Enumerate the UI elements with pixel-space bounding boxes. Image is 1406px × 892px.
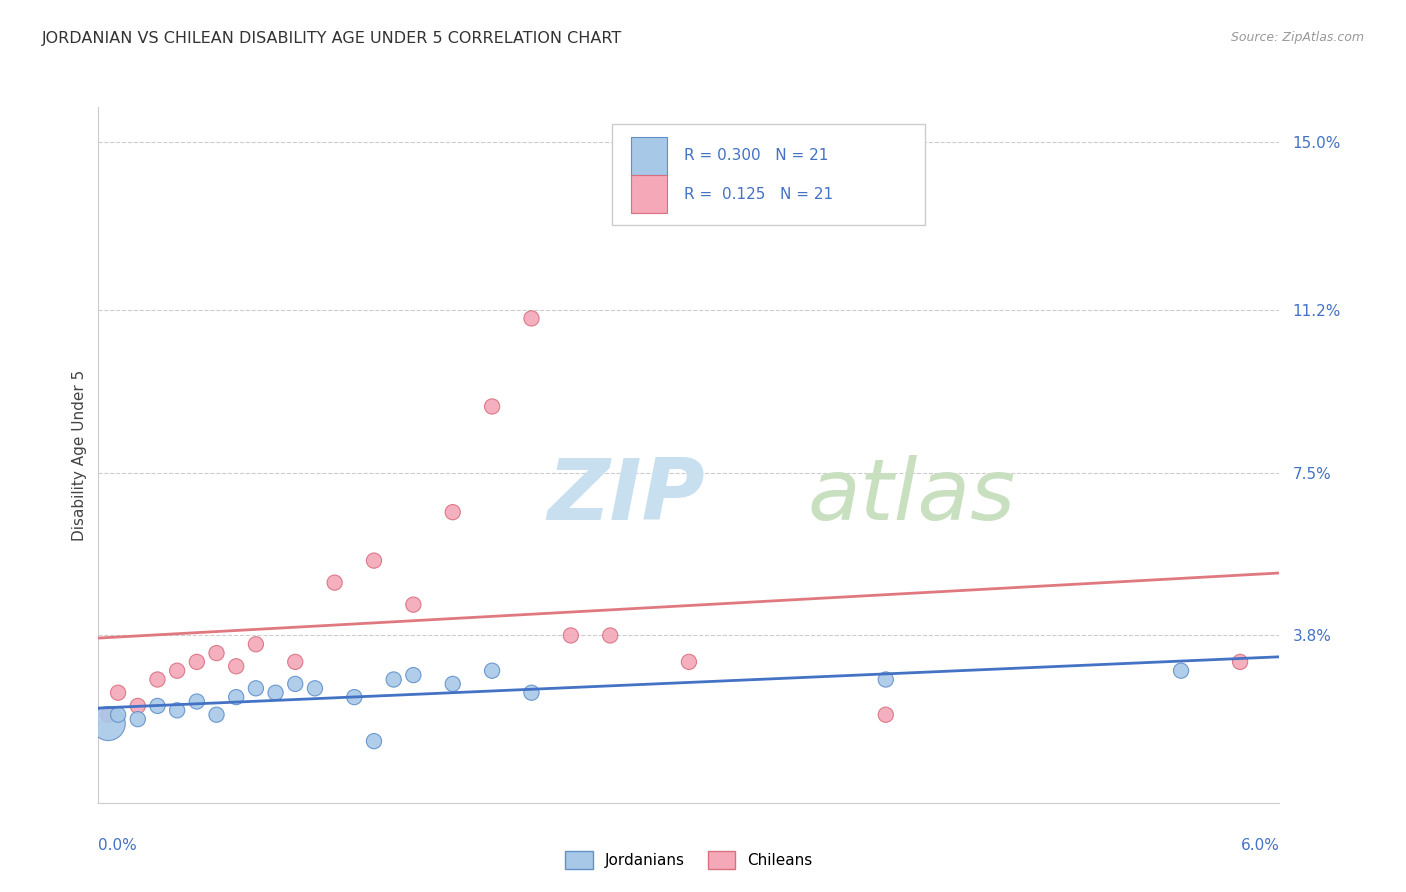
- Point: [560, 628, 582, 642]
- Text: 0.0%: 0.0%: [98, 838, 138, 853]
- Point: [146, 673, 169, 687]
- Point: [678, 655, 700, 669]
- Point: [284, 655, 307, 669]
- Point: [323, 575, 346, 590]
- Point: [225, 690, 247, 705]
- Point: [402, 598, 425, 612]
- Point: [481, 664, 503, 678]
- Point: [363, 734, 385, 748]
- Point: [225, 659, 247, 673]
- Point: [875, 673, 897, 687]
- FancyBboxPatch shape: [612, 124, 925, 226]
- Point: [127, 698, 149, 713]
- Point: [205, 646, 228, 660]
- Point: [205, 707, 228, 722]
- Text: JORDANIAN VS CHILEAN DISABILITY AGE UNDER 5 CORRELATION CHART: JORDANIAN VS CHILEAN DISABILITY AGE UNDE…: [42, 31, 623, 46]
- Text: R =  0.125   N = 21: R = 0.125 N = 21: [685, 186, 834, 202]
- Y-axis label: Disability Age Under 5: Disability Age Under 5: [72, 369, 87, 541]
- Point: [402, 668, 425, 682]
- Point: [166, 664, 188, 678]
- FancyBboxPatch shape: [631, 175, 666, 213]
- Legend: Jordanians, Chileans: Jordanians, Chileans: [560, 846, 818, 875]
- FancyBboxPatch shape: [631, 136, 666, 175]
- Point: [186, 655, 208, 669]
- Text: atlas: atlas: [807, 455, 1015, 538]
- Point: [245, 637, 267, 651]
- Point: [1229, 655, 1251, 669]
- Point: [441, 505, 464, 519]
- Point: [107, 707, 129, 722]
- Point: [304, 681, 326, 696]
- Point: [343, 690, 366, 705]
- Point: [875, 707, 897, 722]
- Point: [599, 628, 621, 642]
- Text: R = 0.300   N = 21: R = 0.300 N = 21: [685, 148, 828, 163]
- Point: [166, 703, 188, 717]
- Point: [264, 686, 287, 700]
- Point: [441, 677, 464, 691]
- Point: [107, 686, 129, 700]
- Point: [146, 698, 169, 713]
- Point: [245, 681, 267, 696]
- Point: [1170, 664, 1192, 678]
- Point: [186, 694, 208, 708]
- Point: [363, 553, 385, 567]
- Point: [97, 707, 120, 722]
- Point: [97, 716, 120, 731]
- Point: [520, 311, 543, 326]
- Point: [127, 712, 149, 726]
- Point: [481, 400, 503, 414]
- Text: 6.0%: 6.0%: [1240, 838, 1279, 853]
- Point: [382, 673, 405, 687]
- Point: [284, 677, 307, 691]
- Text: ZIP: ZIP: [547, 455, 704, 538]
- Point: [520, 686, 543, 700]
- Text: Source: ZipAtlas.com: Source: ZipAtlas.com: [1230, 31, 1364, 45]
